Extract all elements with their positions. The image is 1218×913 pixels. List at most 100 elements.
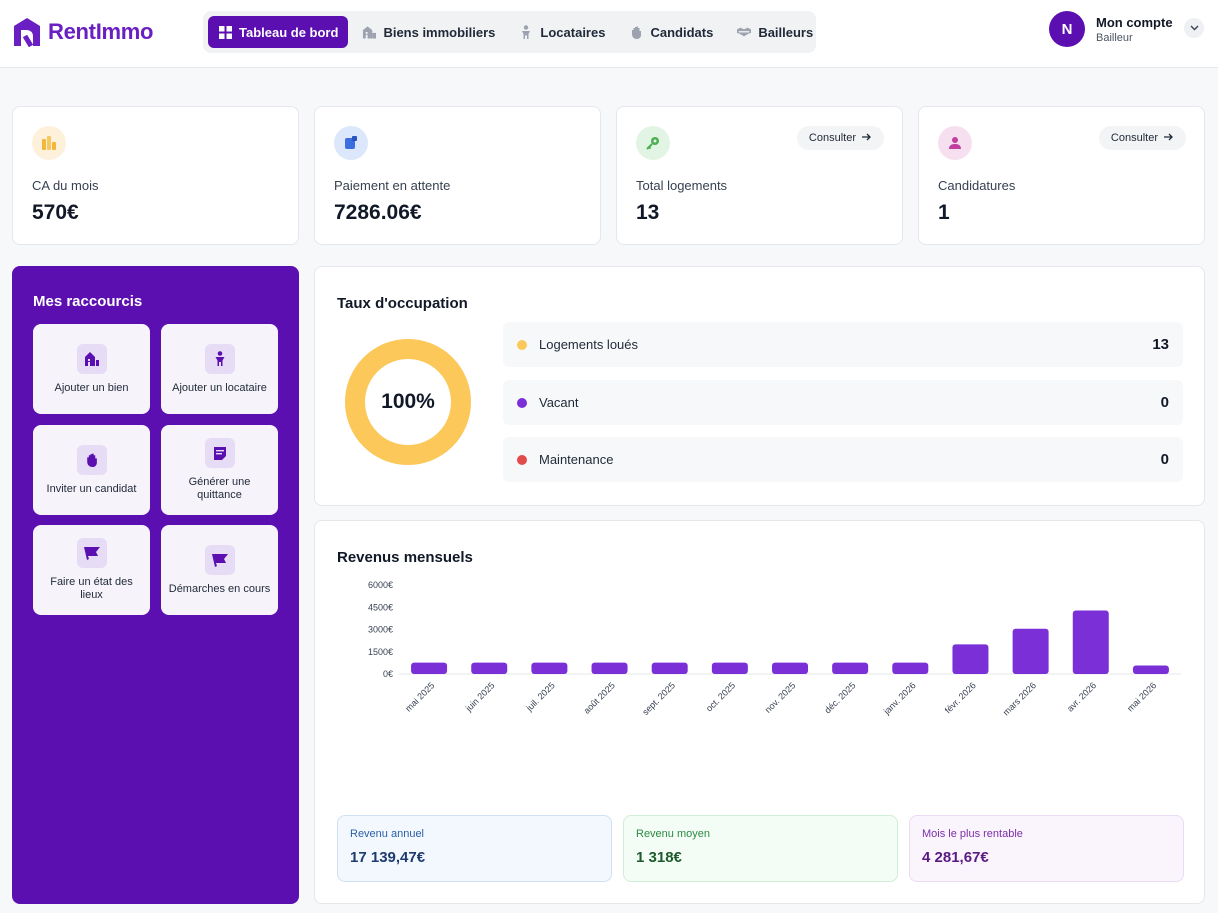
stat-card-candidatures: Consulter Candidatures 1: [918, 106, 1205, 245]
occupation-donut-arc: [345, 339, 471, 465]
nav-bailleurs[interactable]: Bailleurs: [727, 16, 823, 48]
summary-value: 1 318€: [636, 849, 682, 866]
summary-value: 17 139,47€: [350, 849, 426, 866]
app-logo[interactable]: RentImmo: [12, 16, 153, 48]
account-name: Mon compte: [1096, 14, 1173, 30]
revenue-bar[interactable]: [892, 662, 929, 674]
y-tick-label: 3000€: [368, 625, 393, 635]
revenue-bar[interactable]: [651, 662, 688, 674]
x-tick-label: févr. 2026: [943, 680, 978, 715]
revenue-bar[interactable]: [772, 662, 808, 674]
x-tick-label: sept. 2025: [640, 680, 677, 717]
chevron-down-icon[interactable]: [1184, 18, 1204, 38]
grid-icon: [218, 25, 232, 39]
wallet-icon: [334, 126, 368, 160]
summary-revenu-moyen: Revenu moyen 1 318€: [623, 815, 898, 882]
shortcut-label: Faire un état des lieux: [50, 576, 133, 601]
avatar[interactable]: N: [1049, 11, 1085, 47]
summary-label: Revenu annuel: [350, 828, 425, 840]
arrow-right-icon: [1164, 132, 1174, 144]
revenue-bar[interactable]: [1132, 665, 1169, 674]
revenue-bar[interactable]: [591, 662, 628, 674]
app-name: RentImmo: [48, 19, 154, 44]
nav-label: Locataires: [540, 24, 606, 40]
occupation-row-value: 0: [1160, 394, 1169, 411]
x-tick-label: mai 2025: [403, 680, 436, 713]
revenue-bar[interactable]: [1012, 628, 1049, 674]
occupation-row-maintenance: Maintenance 0: [503, 437, 1183, 482]
stat-label: CA du mois: [32, 178, 99, 193]
summary-label: Mois le plus rentable: [922, 828, 1023, 840]
shortcuts-panel: Mes raccourcis Ajouter un bien Ajouter u…: [12, 266, 299, 904]
stat-value: 13: [636, 201, 660, 224]
top-header: RentImmo Tableau de bord Biens immobilie…: [0, 0, 1218, 68]
shortcut-ajouter-un-bien[interactable]: Ajouter un bien: [33, 324, 150, 414]
hand-icon: [76, 444, 107, 475]
revenue-title: Revenus mensuels: [337, 549, 473, 566]
consulter-logements-button[interactable]: Consulter: [796, 126, 884, 150]
x-tick-label: avr. 2026: [1065, 680, 1098, 713]
consult-label: Consulter: [808, 132, 856, 144]
x-tick-label: juil. 2025: [524, 680, 557, 713]
revenue-bar[interactable]: [711, 662, 748, 674]
y-tick-label: 6000€: [368, 580, 393, 590]
shortcut-label: Ajouter un bien: [54, 381, 129, 394]
revenue-bar[interactable]: [952, 644, 989, 674]
y-tick-label: 4500€: [368, 602, 393, 612]
shortcuts-title: Mes raccourcis: [33, 293, 143, 310]
shortcut-label: Ajouter un locataire: [172, 381, 267, 394]
occupation-title: Taux d'occupation: [337, 295, 468, 312]
revenue-bar[interactable]: [1072, 610, 1109, 674]
nav-tableau-de-bord[interactable]: Tableau de bord: [208, 16, 349, 48]
key-icon: [636, 126, 670, 160]
revenue-panel: Revenus mensuels 6000€ 4500€ 3000€ 1500€ 0€ m…: [314, 520, 1205, 904]
building-icon: [76, 343, 107, 374]
nav-biens-immobiliers[interactable]: Biens immobiliers: [352, 16, 505, 48]
stat-card-ca-du-mois: CA du mois 570€: [12, 106, 299, 245]
bar-chart-icon: [32, 126, 66, 160]
x-tick-label: nov. 2025: [763, 680, 798, 715]
legend-dot: [517, 454, 527, 465]
occupation-row-label: Logements loués: [539, 337, 639, 352]
stat-label: Paiement en attente: [334, 178, 451, 193]
nav-label: Biens immobiliers: [383, 24, 496, 40]
revenue-bar[interactable]: [531, 662, 568, 674]
person-icon: [519, 25, 533, 39]
occupation-rate: 100%: [381, 390, 435, 413]
shortcut-etat-des-lieux[interactable]: Faire un état des lieux: [33, 525, 150, 615]
stat-card-paiement-en-attente: Paiement en attente 7286.06€: [314, 106, 601, 245]
shortcut-label: Inviter un candidat: [46, 482, 137, 495]
consult-label: Consulter: [1110, 132, 1158, 144]
nav-locataires[interactable]: Locataires: [509, 16, 615, 48]
revenue-bar-chart: 6000€ 4500€ 3000€ 1500€ 0€ mai 2025 juin 2025 j…: [368, 580, 1181, 717]
revenue-bar[interactable]: [411, 662, 448, 674]
y-tick-label: 1500€: [368, 647, 393, 657]
summary-revenu-annuel: Revenu annuel 17 139,47€: [337, 815, 612, 882]
shortcut-inviter-un-candidat[interactable]: Inviter un candidat: [33, 425, 150, 515]
revenue-bar[interactable]: [832, 662, 869, 674]
shortcut-label: Générer une quittance: [188, 476, 251, 501]
occupation-row-label: Vacant: [539, 395, 579, 410]
occupation-donut: [345, 339, 471, 465]
shortcut-ajouter-un-locataire[interactable]: Ajouter un locataire: [161, 324, 278, 414]
occupation-row-loues: Logements loués 13: [503, 322, 1183, 367]
nav-candidats[interactable]: Candidats: [619, 16, 723, 48]
legend-dot: [517, 339, 527, 350]
flag-icon: [204, 544, 235, 575]
consulter-candidatures-button[interactable]: Consulter: [1098, 126, 1186, 150]
account-menu[interactable]: N Mon compte Bailleur: [1049, 11, 1173, 47]
logo-house-icon: [14, 18, 40, 48]
flag-icon: [76, 538, 107, 568]
nav-label: Tableau de bord: [239, 24, 339, 40]
stat-label: Total logements: [636, 178, 728, 193]
summary-label: Revenu moyen: [636, 828, 710, 840]
shortcut-demarches-en-cours[interactable]: Démarches en cours: [161, 525, 278, 615]
arrow-right-icon: [862, 132, 872, 144]
stat-value: 570€: [32, 201, 79, 224]
shortcut-generer-une-quittance[interactable]: Générer une quittance: [161, 425, 278, 515]
occupation-panel: Taux d'occupation 100% Logements loués 1…: [314, 266, 1205, 506]
x-tick-label: août 2025: [582, 680, 617, 715]
revenue-bar[interactable]: [471, 662, 508, 674]
legend-dot: [517, 397, 527, 408]
occupation-row-label: Maintenance: [539, 452, 614, 467]
